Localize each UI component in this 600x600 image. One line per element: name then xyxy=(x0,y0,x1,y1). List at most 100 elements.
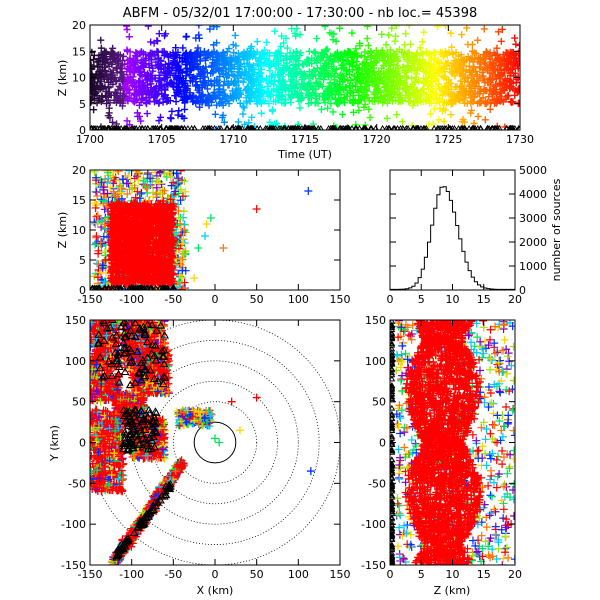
ground-strike-marker xyxy=(379,124,386,130)
x-height-point xyxy=(177,258,186,267)
time-height-point xyxy=(274,96,282,104)
ground-strike-marker xyxy=(458,124,465,130)
ground-strike-marker xyxy=(162,124,169,130)
time-height-point xyxy=(253,48,261,56)
ground-strike-marker xyxy=(122,124,129,130)
time-height-point xyxy=(179,44,187,52)
time-height-point xyxy=(173,74,181,82)
time-height-point xyxy=(420,89,428,97)
time-height-point xyxy=(349,53,357,61)
time-height-point xyxy=(310,57,318,65)
time-height-point xyxy=(281,52,289,60)
time-height-point xyxy=(135,83,143,91)
time-height-point xyxy=(102,87,110,95)
ground-strike-marker xyxy=(360,124,367,130)
time-height-point xyxy=(414,92,422,100)
time-height-point xyxy=(457,77,465,85)
time-height-point xyxy=(447,111,455,119)
time-height-point xyxy=(90,90,97,98)
time-height-point xyxy=(321,25,329,30)
x-height-point xyxy=(131,235,140,244)
time-height-point xyxy=(371,98,379,106)
time-height-point xyxy=(434,25,442,30)
x-height-point xyxy=(122,215,131,224)
ground-strike-marker xyxy=(470,124,477,130)
x-height-point xyxy=(167,241,176,250)
x-height-point xyxy=(202,220,211,228)
time-height-point xyxy=(258,83,266,91)
x-height-point xyxy=(201,232,209,240)
time-height-point xyxy=(467,68,475,76)
time-height-point xyxy=(239,110,247,118)
time-height-point xyxy=(480,50,488,58)
x-height-point xyxy=(149,252,158,261)
time-height-point xyxy=(288,52,296,60)
time-height-point xyxy=(201,54,209,62)
time-height-point xyxy=(182,93,190,101)
x-height-point xyxy=(98,239,107,248)
x-height-point xyxy=(155,266,164,275)
time-height-point xyxy=(228,94,236,102)
x-height-point xyxy=(100,248,109,257)
time-height-point xyxy=(147,80,155,88)
time-height-point xyxy=(286,84,294,92)
time-height-point xyxy=(147,55,155,63)
time-height-point xyxy=(245,76,253,84)
time-height-point xyxy=(360,103,368,111)
x-height-point xyxy=(144,217,153,226)
time-height-point xyxy=(458,31,466,39)
time-height-point xyxy=(103,70,111,78)
time-height-point xyxy=(332,87,340,95)
time-height-point xyxy=(373,82,381,90)
time-height-point xyxy=(90,79,98,87)
time-height-point xyxy=(318,82,326,90)
x-height-points xyxy=(90,170,313,290)
time-height-point xyxy=(165,53,173,61)
x-height-point xyxy=(126,178,135,187)
time-height-point xyxy=(297,49,305,57)
x-height-point xyxy=(111,236,120,245)
ground-strike-marker xyxy=(403,124,410,130)
x-height-point xyxy=(151,220,160,229)
time-height-point xyxy=(149,50,157,58)
time-height-point xyxy=(206,25,214,33)
time-height-point xyxy=(305,90,313,98)
time-height-point xyxy=(425,81,433,89)
time-height-point xyxy=(296,31,304,39)
time-height-point xyxy=(361,93,369,101)
x-height-point xyxy=(179,234,188,243)
xtick-label: 1720 xyxy=(363,133,391,146)
ground-strike-marker xyxy=(340,124,347,130)
time-height-point xyxy=(392,25,400,30)
ground-strike-marker xyxy=(123,124,130,130)
time-height-point xyxy=(465,62,473,70)
ground-strike-marker xyxy=(390,124,397,130)
time-height-point xyxy=(194,86,202,94)
time-height-point xyxy=(204,91,212,99)
time-height-point xyxy=(120,92,128,100)
time-height-point xyxy=(148,49,156,57)
x-height-point xyxy=(92,188,101,197)
x-height-point xyxy=(180,177,189,186)
x-height-point xyxy=(120,278,129,287)
time-height-point xyxy=(94,82,102,90)
time-height-point xyxy=(156,76,164,84)
time-height-point xyxy=(255,82,263,90)
time-height-point xyxy=(90,98,95,106)
time-height-point xyxy=(342,84,350,92)
time-height-point xyxy=(410,56,418,64)
x-height-point xyxy=(143,170,152,178)
x-height-point xyxy=(140,257,149,266)
xtick-label: 1705 xyxy=(148,133,176,146)
time-height-point xyxy=(463,74,471,82)
time-height-point xyxy=(467,88,475,96)
time-height-point xyxy=(370,88,378,96)
ground-strike-marker xyxy=(325,124,332,130)
time-height-point xyxy=(412,95,420,103)
time-height-point xyxy=(254,93,262,101)
time-height-point xyxy=(321,93,329,101)
time-height-point xyxy=(162,30,170,38)
time-height-point xyxy=(119,52,127,60)
time-height-point xyxy=(197,70,205,78)
time-height-point xyxy=(263,38,271,46)
